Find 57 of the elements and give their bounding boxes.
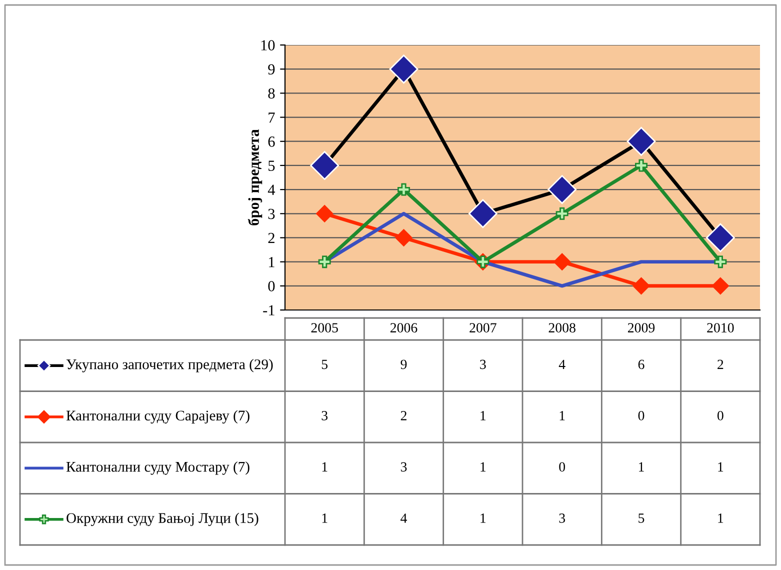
point [712,277,729,294]
data-label: 1 [639,462,644,472]
y-tick-label: -1 [263,305,274,316]
point [316,205,334,222]
data-label: 5 [322,360,328,370]
point [556,207,568,220]
point [632,277,650,294]
data-label: 5 [638,514,644,523]
data-label: 4 [400,514,408,523]
point [398,183,410,196]
data-label: 0 [559,462,566,472]
data-label: 1 [322,462,328,472]
data-label: 2 [400,411,406,420]
y-tick-label: 9 [268,64,275,75]
data-label: 0 [717,410,724,420]
y-tick-label: 8 [268,88,275,99]
data-label: 1 [560,411,565,420]
x-tick-label: 2007 [470,323,496,332]
point [318,256,331,268]
point [635,159,648,172]
point [714,256,727,268]
x-tick-label: 2006 [390,323,418,332]
data-label: 3 [400,462,407,472]
y-tick-label: 1 [268,257,274,268]
data-label: 1 [322,514,328,523]
data-label: 6 [638,360,644,370]
y-tick-label: 3 [268,208,275,220]
data-label: 1 [718,514,724,523]
data-label: 1 [480,411,486,420]
y-tick-label: 2 [268,232,274,244]
y-tick-label: 4 [268,184,276,195]
point [554,253,571,270]
x-tick-label: 2005 [311,323,338,332]
data-label: 4 [558,360,566,369]
y-tick-label: 6 [268,136,275,147]
y-tick-label: 5 [268,160,275,171]
legend-label: Кантонални суду Мостару (7) [66,461,250,475]
x-tick-label: 2008 [548,323,576,332]
data-label: 1 [480,462,486,472]
legend-label: Окружни суду Бањој Луци (15) [66,512,258,526]
data-label: 1 [718,462,724,472]
data-label: 3 [480,360,486,370]
y-tick-label: 10 [261,40,275,50]
y-tick-label: 0 [268,281,275,292]
data-label: 1 [480,514,486,523]
x-tick-label: 2010 [707,323,734,332]
y-tick-label: 7 [268,112,275,123]
y-axis-title: број предмета [248,129,262,226]
data-label: 3 [559,514,566,523]
legend-label: Укупано започетих предмета (29) [66,358,273,372]
data-label: 2 [718,360,724,369]
point [395,229,412,246]
data-label: 3 [322,411,328,420]
data-label: 0 [638,410,644,420]
x-tick-label: 2009 [628,323,655,332]
data-label: 9 [400,360,407,370]
legend-label: Кантонални суду Сарајеву (7) [66,410,250,424]
